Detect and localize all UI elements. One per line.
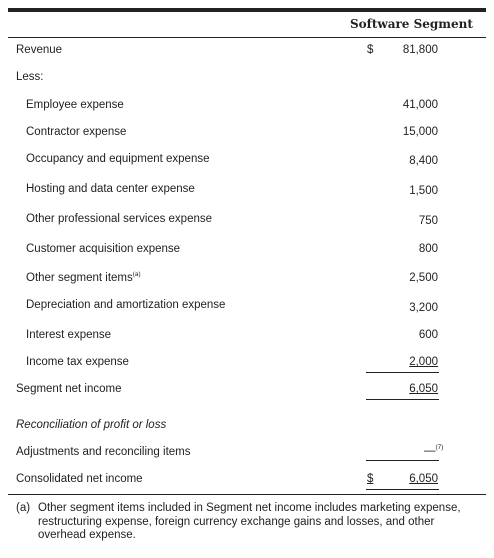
top-rule (8, 8, 486, 12)
consolidated-value: 6,050 (409, 473, 438, 485)
expense-label-income-tax: Income tax expense (26, 356, 129, 368)
expense-value-professional: 750 (418, 215, 438, 227)
adjustments-label: Adjustments and reconciling items (16, 446, 191, 458)
header-rule (8, 37, 486, 38)
expense-label-depreciation: Depreciation and amortization expense (26, 299, 226, 311)
adjustments-rule (366, 460, 439, 461)
other-segment-text: Other segment items (26, 271, 133, 284)
expense-value-depreciation: 3,200 (409, 302, 438, 314)
expense-label-customer-acquisition: Customer acquisition expense (26, 243, 181, 255)
footnote-text: Other segment items included in Segment … (38, 502, 461, 541)
less-label: Less: (16, 71, 44, 83)
expense-value-employee: 41,000 (402, 99, 438, 111)
expense-value-customer-acquisition: 800 (418, 243, 438, 255)
footnote-ref-7: (7) (435, 444, 444, 451)
bottom-rule (8, 494, 486, 495)
expense-value-occupancy: 8,400 (409, 155, 438, 167)
revenue-label: Revenue (16, 44, 63, 56)
expense-value-hosting: 1,500 (409, 185, 438, 197)
reconciliation-heading: Reconciliation of profit or loss (16, 419, 167, 431)
adjustments-dash: — (424, 444, 436, 457)
adjustments-value: —(7) (424, 444, 443, 457)
expense-label-professional: Other professional services expense (26, 213, 213, 225)
expense-value-interest: 600 (418, 329, 438, 341)
segment-net-income-rule (366, 399, 439, 400)
revenue-currency: $ (367, 44, 374, 56)
expense-value-other-segment: 2,500 (409, 272, 438, 284)
segment-net-income-value: 6,050 (409, 383, 438, 395)
footnote-marker: (a) (16, 502, 31, 514)
consolidated-rule (366, 489, 439, 490)
segment-net-income-label: Segment net income (16, 383, 122, 395)
consolidated-label: Consolidated net income (16, 473, 143, 485)
expense-value-income-tax: 2,000 (409, 356, 438, 368)
revenue-value: 81,800 (402, 44, 438, 56)
expense-label-interest: Interest expense (26, 329, 112, 341)
income-tax-rule (366, 372, 439, 373)
expense-label-contractor: Contractor expense (26, 126, 127, 138)
expense-label-hosting: Hosting and data center expense (26, 183, 195, 195)
expense-label-other-segment: Other segment items(a) (26, 271, 141, 284)
expense-value-contractor: 15,000 (402, 126, 438, 138)
expense-label-employee: Employee expense (26, 99, 124, 111)
consolidated-currency: $ (367, 473, 374, 485)
footnote-ref-a: (a) (132, 271, 141, 278)
expense-label-occupancy: Occupancy and equipment expense (26, 153, 210, 165)
column-header: Software Segment (350, 17, 473, 31)
